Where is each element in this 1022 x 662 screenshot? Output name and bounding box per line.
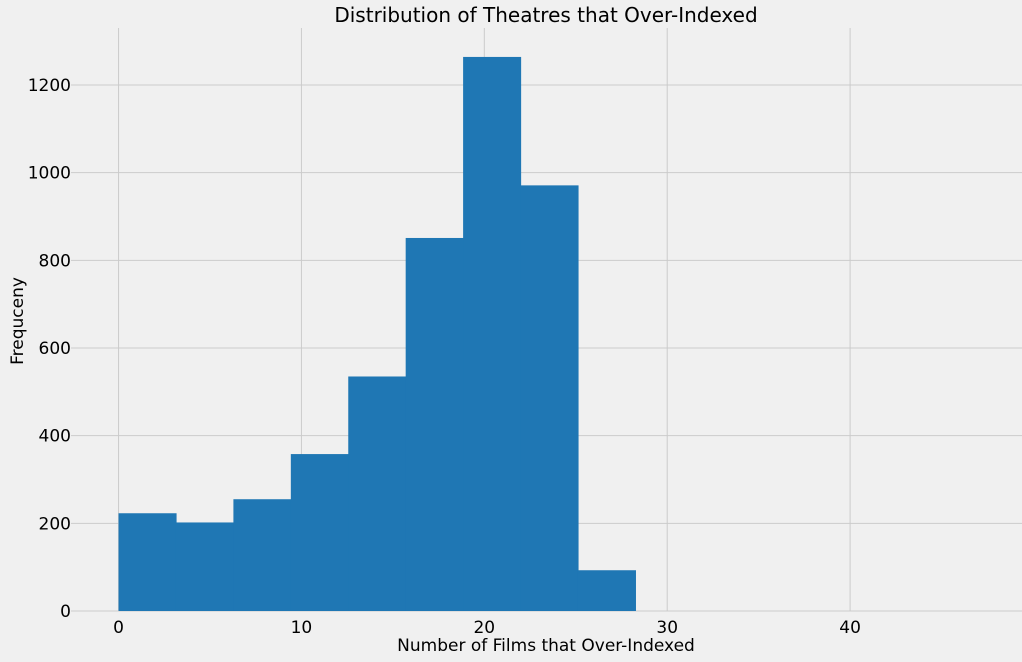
y-tick-label: 600: [39, 339, 71, 359]
histogram-bar: [520, 185, 579, 612]
y-tick-label: 0: [60, 602, 71, 622]
y-tick-labels: 0 200 400 600 800 1000 1200: [28, 76, 71, 622]
y-tick-label: 1200: [28, 76, 71, 96]
histogram-bar: [577, 570, 636, 611]
x-tick-label: 20: [473, 618, 495, 638]
histogram-bar: [175, 522, 235, 611]
x-axis-label: Number of Films that Over-Indexed: [397, 636, 695, 656]
y-tick-label: 1000: [28, 164, 71, 184]
histogram-bar: [405, 237, 464, 612]
x-tick-label: 30: [656, 618, 678, 638]
histogram-bar: [348, 376, 407, 611]
x-tick-labels: 0 10 20 30 40: [113, 618, 861, 638]
y-tick-label: 400: [39, 427, 71, 447]
chart-title: Distribution of Theatres that Over-Index…: [334, 3, 757, 27]
histogram-bar: [118, 513, 177, 611]
histogram-bar: [463, 56, 522, 611]
y-axis-label: Frequceny: [8, 277, 28, 365]
y-tick-label: 800: [39, 251, 71, 271]
x-tick-label: 40: [839, 618, 861, 638]
histogram-bar: [290, 454, 349, 611]
histogram-bar: [233, 499, 292, 611]
x-tick-label: 10: [291, 618, 313, 638]
y-tick-label: 200: [39, 514, 71, 534]
x-tick-label: 0: [113, 618, 124, 638]
histogram-bars: [118, 56, 636, 612]
